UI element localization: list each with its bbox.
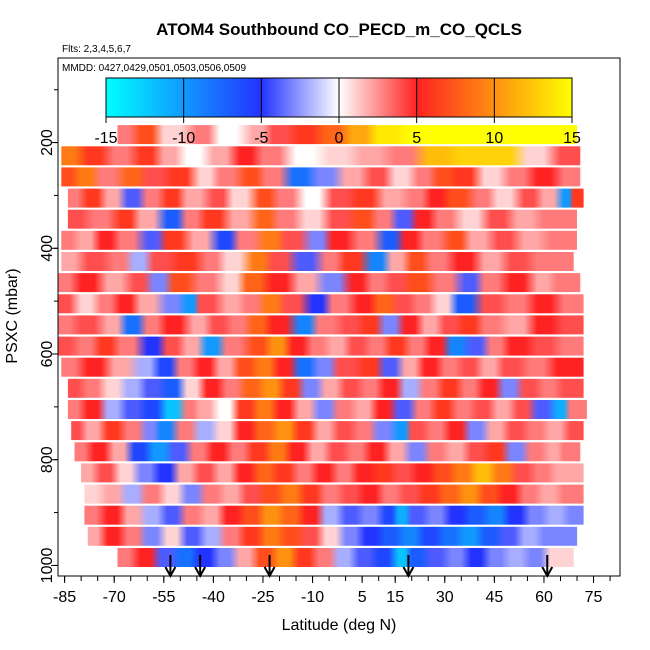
heatmap-band [67,400,587,419]
colorbar-tick-label: -15 [94,130,117,147]
colorbar-tick-label: -10 [172,130,195,147]
colorbar-ticks: -15 -10 -5 0 5 10 15 [94,78,581,147]
x-tick-label: -70 [103,589,126,606]
colorbar-tick-label: 15 [563,130,581,147]
y-tick-label: 200 [39,129,56,156]
heatmap-band [58,273,581,293]
heatmap-band [67,188,584,208]
x-tick-label: -25 [251,589,274,606]
heatmap-band [61,146,581,166]
heatmap-layer [58,125,587,567]
x-tick-label: 60 [535,589,553,606]
heatmap-band [58,294,584,314]
x-tick-label: -10 [301,589,324,606]
y-axis: 200 400 600 800 1000 [39,89,58,584]
x-axis: -85 -70 -55 -40 -25 -10 5 15 30 45 60 75 [53,576,611,606]
mmdd-label: MMDD: 0427,0429,0501,0503,0506,0509 [62,63,246,74]
heatmap-band [67,378,584,398]
colorbar-tick-label: 0 [335,130,344,147]
x-tick-label: 5 [358,589,367,606]
heatmap-band [117,125,577,145]
y-tick-label: 400 [39,235,56,262]
x-axis-label: Latitude (deg N) [282,617,397,634]
heatmap-band [67,209,578,229]
flights-label: Flts: 2,3,4,5,6,7 [62,44,131,55]
heatmap-band [84,505,584,525]
chart-title: ATOM4 Southbound CO_PECD_m_CO_QCLS [156,20,522,39]
heatmap-band [61,252,574,271]
x-tick-label: 45 [485,589,503,606]
heatmap-band [61,230,578,250]
heatmap-band [84,484,584,504]
heatmap-band [117,548,574,567]
heatmap-band [81,463,584,483]
heatmap-band [61,357,584,377]
heatmap-band [71,421,584,441]
heatmap-band [58,336,584,356]
colorbar-tick-label: 10 [485,130,503,147]
x-tick-label: -55 [152,589,175,606]
heatmap-band [58,315,584,335]
heatmap-band [87,526,578,546]
y-axis-label: PSXC (mbar) [4,268,21,363]
y-tick-label: 800 [39,446,56,473]
y-tick-label: 1000 [39,548,56,584]
y-tick-label: 600 [39,341,56,368]
heatmap-band [74,442,581,462]
x-tick-label: 30 [436,589,454,606]
x-tick-label: 15 [386,589,404,606]
x-tick-label: -40 [202,589,225,606]
x-tick-label: -85 [53,589,76,606]
colorbar-tick-label: -5 [254,130,268,147]
x-tick-label: 75 [585,589,603,606]
plot-frame [57,57,621,577]
colorbar-tick-label: 5 [412,130,421,147]
heatmap-band [61,167,581,187]
